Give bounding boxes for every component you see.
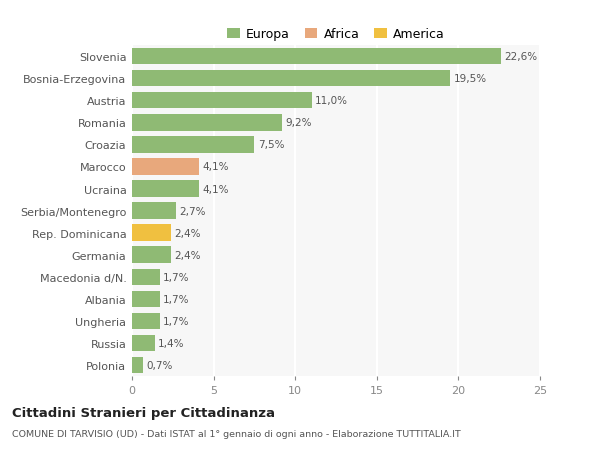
Bar — [132, 181, 199, 197]
Text: 1,4%: 1,4% — [158, 338, 185, 348]
Text: 2,7%: 2,7% — [179, 206, 206, 216]
Text: 0,7%: 0,7% — [146, 360, 173, 370]
Text: 7,5%: 7,5% — [257, 140, 284, 150]
Bar — [132, 313, 160, 330]
Bar — [132, 247, 171, 263]
Text: 1,7%: 1,7% — [163, 294, 190, 304]
Text: 11,0%: 11,0% — [315, 96, 348, 106]
Bar — [132, 137, 254, 153]
Text: Cittadini Stranieri per Cittadinanza: Cittadini Stranieri per Cittadinanza — [12, 406, 275, 419]
Text: 22,6%: 22,6% — [504, 52, 537, 62]
Text: COMUNE DI TARVISIO (UD) - Dati ISTAT al 1° gennaio di ogni anno - Elaborazione T: COMUNE DI TARVISIO (UD) - Dati ISTAT al … — [12, 429, 461, 438]
Bar — [132, 225, 171, 241]
Bar — [132, 269, 160, 285]
Bar — [132, 203, 176, 219]
Bar — [132, 115, 282, 131]
Bar — [132, 357, 143, 374]
Bar — [132, 335, 155, 352]
Text: 1,7%: 1,7% — [163, 272, 190, 282]
Bar — [132, 291, 160, 308]
Text: 2,4%: 2,4% — [175, 228, 201, 238]
Text: 1,7%: 1,7% — [163, 316, 190, 326]
Bar — [132, 49, 501, 65]
Bar — [132, 159, 199, 175]
Text: 19,5%: 19,5% — [454, 74, 487, 84]
Text: 4,1%: 4,1% — [202, 162, 229, 172]
Text: 9,2%: 9,2% — [286, 118, 312, 128]
Legend: Europa, Africa, America: Europa, Africa, America — [224, 26, 448, 44]
Bar — [132, 71, 450, 87]
Text: 4,1%: 4,1% — [202, 184, 229, 194]
Text: 2,4%: 2,4% — [175, 250, 201, 260]
Bar — [132, 93, 311, 109]
